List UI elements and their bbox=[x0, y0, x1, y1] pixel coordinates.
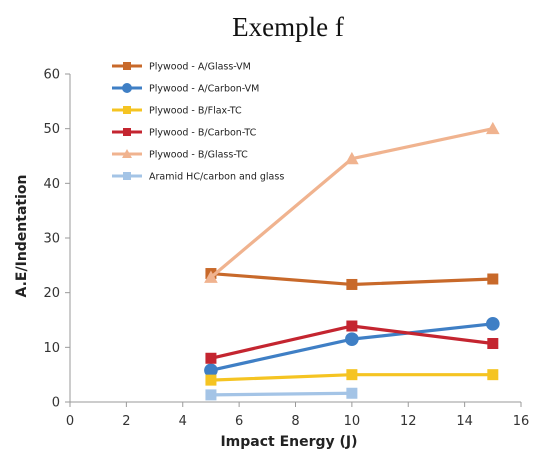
series-5 bbox=[204, 121, 500, 283]
series-3 bbox=[205, 369, 499, 386]
series-line bbox=[209, 127, 495, 279]
y-tick-label: 50 bbox=[43, 122, 60, 137]
data-point bbox=[345, 332, 359, 346]
series-4 bbox=[205, 320, 499, 364]
axes: 0 10 20 30 40 50 60 0 2 4 6 8 10 12 14 16 bbox=[43, 68, 529, 430]
series-line bbox=[209, 391, 354, 397]
x-tick-label: 14 bbox=[456, 414, 473, 429]
legend-item: Aramid HC/carbon and glass bbox=[112, 172, 284, 183]
x-axis-label: Impact Energy (J) bbox=[220, 434, 357, 450]
legend-swatch-marker bbox=[123, 128, 131, 136]
legend-item: Plywood - B/Carbon-TC bbox=[112, 128, 257, 139]
y-axis-label: A.E/Indentation bbox=[14, 175, 30, 298]
legend-item: Plywood - A/Carbon-VM bbox=[112, 83, 259, 95]
data-point bbox=[487, 369, 499, 381]
y-tick-label: 0 bbox=[52, 396, 60, 411]
x-tick-label: 16 bbox=[513, 414, 530, 429]
legend-label: Plywood - A/Glass-VM bbox=[149, 62, 251, 73]
x-tick-label: 2 bbox=[122, 414, 130, 429]
legend-swatch-marker bbox=[122, 149, 132, 158]
data-point bbox=[346, 369, 358, 381]
legend-item: Plywood - B/Glass-TC bbox=[112, 149, 248, 161]
legend-item: Plywood - B/Flax-TC bbox=[112, 106, 242, 117]
data-point bbox=[487, 273, 499, 285]
x-tick-label: 6 bbox=[235, 414, 243, 429]
y-tick-label: 60 bbox=[43, 68, 60, 83]
data-point bbox=[205, 389, 217, 401]
legend-label: Plywood - B/Glass-TC bbox=[149, 150, 248, 161]
series-1 bbox=[205, 268, 499, 290]
data-point bbox=[346, 320, 358, 332]
y-tick-label: 20 bbox=[43, 286, 60, 301]
series-group bbox=[204, 121, 500, 401]
legend-swatch-marker bbox=[123, 62, 131, 70]
data-point bbox=[485, 121, 500, 135]
data-point bbox=[346, 387, 358, 399]
x-tick-label: 10 bbox=[344, 414, 361, 429]
series-2 bbox=[204, 317, 500, 378]
y-tick-label: 40 bbox=[43, 177, 60, 192]
x-tick-label: 0 bbox=[66, 414, 74, 429]
y-tick-label: 10 bbox=[43, 341, 60, 356]
y-tick-label: 30 bbox=[43, 232, 60, 247]
legend-label: Plywood - A/Carbon-VM bbox=[149, 84, 259, 95]
legend-item: Plywood - A/Glass-VM bbox=[112, 62, 251, 73]
data-point bbox=[205, 352, 217, 364]
data-point bbox=[204, 270, 218, 283]
x-tick-label: 12 bbox=[400, 414, 417, 429]
legend-swatch-marker bbox=[122, 83, 132, 93]
x-tick-label: 8 bbox=[291, 414, 299, 429]
data-point bbox=[204, 363, 218, 378]
series-6 bbox=[205, 387, 358, 401]
legend-label: Aramid HC/carbon and glass bbox=[149, 172, 284, 183]
legend-swatch-marker bbox=[123, 106, 131, 114]
legend: Plywood - A/Glass-VM Plywood - A/Carbon-V… bbox=[112, 62, 284, 183]
data-point bbox=[346, 278, 358, 290]
legend-label: Plywood - B/Flax-TC bbox=[149, 106, 242, 117]
chart-title: Exemple f bbox=[232, 12, 344, 42]
data-point bbox=[487, 338, 499, 350]
data-point bbox=[205, 374, 217, 386]
legend-label: Plywood - B/Carbon-TC bbox=[149, 128, 257, 139]
data-point bbox=[485, 317, 500, 331]
legend-swatch-marker bbox=[123, 172, 131, 180]
x-tick-label: 4 bbox=[179, 414, 187, 429]
data-point bbox=[345, 151, 359, 165]
